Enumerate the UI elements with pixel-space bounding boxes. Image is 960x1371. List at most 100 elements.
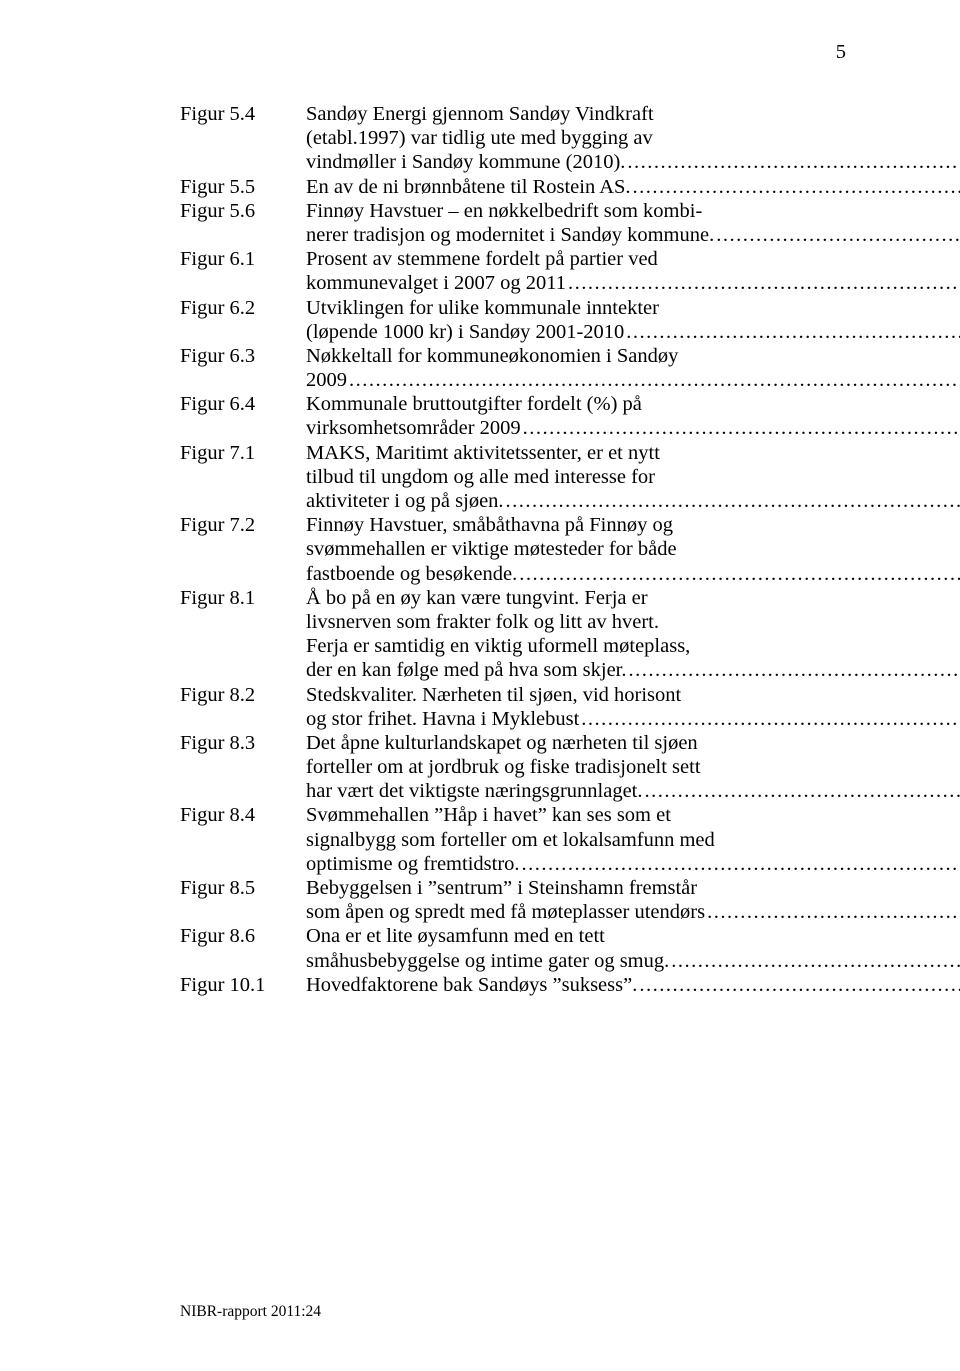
figure-entry: Figur 7.1MAKS, Maritimt aktivitetssenter… bbox=[180, 441, 846, 514]
figure-text-line: Bebyggelsen i ”sentrum” i Steinshamn fre… bbox=[306, 876, 960, 900]
figure-description: Prosent av stemmene fordelt på partier v… bbox=[306, 247, 960, 295]
figure-last-text: aktiviteter i og på sjøen. bbox=[306, 489, 504, 513]
figure-text-line: forteller om at jordbruk og fiske tradis… bbox=[306, 755, 960, 779]
dot-leader bbox=[523, 416, 960, 440]
figure-label: Figur 7.2 bbox=[180, 513, 306, 537]
figure-entry: Figur 6.1Prosent av stemmene fordelt på … bbox=[180, 247, 846, 295]
figure-description: Finnøy Havstuer, småbåthavna på Finnøy o… bbox=[306, 513, 960, 586]
dot-leader bbox=[506, 489, 960, 513]
figure-last-line: og stor frihet. Havna i Myklebust116 bbox=[306, 707, 960, 731]
dot-leader bbox=[519, 562, 960, 586]
figure-last-text: optimisme og fremtidstro. bbox=[306, 852, 520, 876]
figure-last-line: kommunevalget i 2007 og 201188 bbox=[306, 271, 960, 295]
figure-last-text: (løpende 1000 kr) i Sandøy 2001-2010 bbox=[306, 320, 624, 344]
figure-last-line: aktiviteter i og på sjøen.105 bbox=[306, 489, 960, 513]
figure-text-line: Utviklingen for ulike kommunale inntekte… bbox=[306, 296, 960, 320]
figure-last-line: En av de ni brønnbåtene til Rostein AS. … bbox=[306, 175, 960, 199]
figure-label: Figur 8.1 bbox=[180, 586, 306, 610]
figure-label: Figur 8.5 bbox=[180, 876, 306, 900]
figure-text-line: Finnøy Havstuer, småbåthavna på Finnøy o… bbox=[306, 513, 960, 537]
figure-entry: Figur 8.2Stedskvaliter. Nærheten til sjø… bbox=[180, 683, 846, 731]
figure-description: Det åpne kulturlandskapet og nærheten ti… bbox=[306, 731, 960, 804]
figure-entry: Figur 8.6Ona er et lite øysamfunn med en… bbox=[180, 924, 846, 972]
figure-entry: Figur 7.2Finnøy Havstuer, småbåthavna på… bbox=[180, 513, 846, 586]
figure-label: Figur 6.1 bbox=[180, 247, 306, 271]
figure-description: Kommunale bruttoutgifter fordelt (%) påv… bbox=[306, 392, 960, 440]
figure-entry: Figur 5.4Sandøy Energi gjennom Sandøy Vi… bbox=[180, 102, 846, 175]
figure-text-line: tilbud til ungdom og alle med interesse … bbox=[306, 465, 960, 489]
figure-text-line: Finnøy Havstuer – en nøkkelbedrift som k… bbox=[306, 199, 960, 223]
page-number: 5 bbox=[836, 40, 846, 64]
page-container: 5 Figur 5.4Sandøy Energi gjennom Sandøy … bbox=[0, 0, 960, 997]
figure-description: MAKS, Maritimt aktivitetssenter, er et n… bbox=[306, 441, 960, 514]
figure-entry: Figur 6.4Kommunale bruttoutgifter fordel… bbox=[180, 392, 846, 440]
figure-label: Figur 8.2 bbox=[180, 683, 306, 707]
dot-leader bbox=[349, 368, 960, 392]
report-footer: NIBR-rapport 2011:24 bbox=[180, 1303, 321, 1321]
figure-description: Stedskvaliter. Nærheten til sjøen, vid h… bbox=[306, 683, 960, 731]
figure-last-line: småhusbebyggelse og intime gater og smug… bbox=[306, 949, 960, 973]
figure-entry: Figur 8.4Svømmehallen ”Håp i havet” kan … bbox=[180, 803, 846, 876]
figure-description: Svømmehallen ”Håp i havet” kan ses som e… bbox=[306, 803, 960, 876]
figure-last-text: En av de ni brønnbåtene til Rostein AS. bbox=[306, 175, 631, 199]
figure-text-line: Sandøy Energi gjennom Sandøy Vindkraft bbox=[306, 102, 960, 126]
dot-leader bbox=[707, 900, 960, 924]
figure-last-text: fastboende og besøkende. bbox=[306, 562, 517, 586]
figure-text-line: Svømmehallen ”Håp i havet” kan ses som e… bbox=[306, 803, 960, 827]
figure-label: Figur 6.2 bbox=[180, 296, 306, 320]
figure-text-line: Å bo på en øy kan være tungvint. Ferja e… bbox=[306, 586, 960, 610]
dot-leader bbox=[627, 150, 960, 174]
dot-leader bbox=[639, 973, 960, 997]
figure-last-text: og stor frihet. Havna i Myklebust bbox=[306, 707, 579, 731]
figure-last-line: (løpende 1000 kr) i Sandøy 2001-201089 bbox=[306, 320, 960, 344]
figure-description: Finnøy Havstuer – en nøkkelbedrift som k… bbox=[306, 199, 960, 247]
figure-label: Figur 6.3 bbox=[180, 344, 306, 368]
figure-last-line: virksomhetsområder 200992 bbox=[306, 416, 960, 440]
figure-last-line: optimisme og fremtidstro. 123 bbox=[306, 852, 960, 876]
figure-last-line: vindmøller i Sandøy kommune (2010).60 bbox=[306, 150, 960, 174]
figure-entry: Figur 8.1Å bo på en øy kan være tungvint… bbox=[180, 586, 846, 683]
figure-text-line: Kommunale bruttoutgifter fordelt (%) på bbox=[306, 392, 960, 416]
figure-text-line: livsnerven som frakter folk og litt av h… bbox=[306, 610, 960, 634]
figure-last-text: Hovedfaktorene bak Sandøys ”suksess”. bbox=[306, 973, 637, 997]
figure-last-text: kommunevalget i 2007 og 2011 bbox=[306, 271, 566, 295]
dot-leader bbox=[581, 707, 960, 731]
figure-last-text: 2009 bbox=[306, 368, 347, 392]
figure-list: Figur 5.4Sandøy Energi gjennom Sandøy Vi… bbox=[180, 102, 846, 997]
figure-description: Nøkkeltall for kommuneøkonomien i Sandøy… bbox=[306, 344, 960, 392]
figure-text-line: MAKS, Maritimt aktivitetssenter, er et n… bbox=[306, 441, 960, 465]
figure-last-text: nerer tradisjon og modernitet i Sandøy k… bbox=[306, 223, 714, 247]
dot-leader bbox=[626, 320, 960, 344]
figure-label: Figur 8.4 bbox=[180, 803, 306, 827]
figure-text-line: svømmehallen er viktige møtesteder for b… bbox=[306, 537, 960, 561]
figure-entry: Figur 6.3Nøkkeltall for kommuneøkonomien… bbox=[180, 344, 846, 392]
dot-leader bbox=[633, 175, 960, 199]
figure-last-line: der en kan følge med på hva som skjer. 1… bbox=[306, 658, 960, 682]
figure-last-line: som åpen og spredt med få møteplasser ut… bbox=[306, 900, 960, 924]
figure-description: Hovedfaktorene bak Sandøys ”suksess”. 15… bbox=[306, 973, 960, 997]
figure-description: Sandøy Energi gjennom Sandøy Vindkraft(e… bbox=[306, 102, 960, 175]
figure-last-line: 200992 bbox=[306, 368, 960, 392]
dot-leader bbox=[629, 658, 960, 682]
figure-text-line: (etabl.1997) var tidlig ute med bygging … bbox=[306, 126, 960, 150]
figure-last-text: vindmøller i Sandøy kommune (2010). bbox=[306, 150, 625, 174]
figure-last-line: Hovedfaktorene bak Sandøys ”suksess”. 15… bbox=[306, 973, 960, 997]
figure-description: Å bo på en øy kan være tungvint. Ferja e… bbox=[306, 586, 960, 683]
dot-leader bbox=[645, 779, 960, 803]
dot-leader bbox=[716, 223, 960, 247]
figure-last-text: har vært det viktigste næringsgrunnlaget… bbox=[306, 779, 643, 803]
dot-leader bbox=[568, 271, 960, 295]
dot-leader bbox=[522, 852, 960, 876]
dot-leader bbox=[671, 949, 960, 973]
figure-label: Figur 5.5 bbox=[180, 175, 306, 199]
figure-text-line: Prosent av stemmene fordelt på partier v… bbox=[306, 247, 960, 271]
figure-label: Figur 8.6 bbox=[180, 924, 306, 948]
figure-last-text: småhusbebyggelse og intime gater og smug… bbox=[306, 949, 669, 973]
figure-last-line: har vært det viktigste næringsgrunnlaget… bbox=[306, 779, 960, 803]
figure-description: Ona er et lite øysamfunn med en tettsmåh… bbox=[306, 924, 960, 972]
figure-label: Figur 6.4 bbox=[180, 392, 306, 416]
figure-last-text: som åpen og spredt med få møteplasser ut… bbox=[306, 900, 705, 924]
figure-entry: Figur 5.5En av de ni brønnbåtene til Ros… bbox=[180, 175, 846, 199]
figure-label: Figur 10.1 bbox=[180, 973, 306, 997]
figure-last-text: virksomhetsområder 2009 bbox=[306, 416, 521, 440]
